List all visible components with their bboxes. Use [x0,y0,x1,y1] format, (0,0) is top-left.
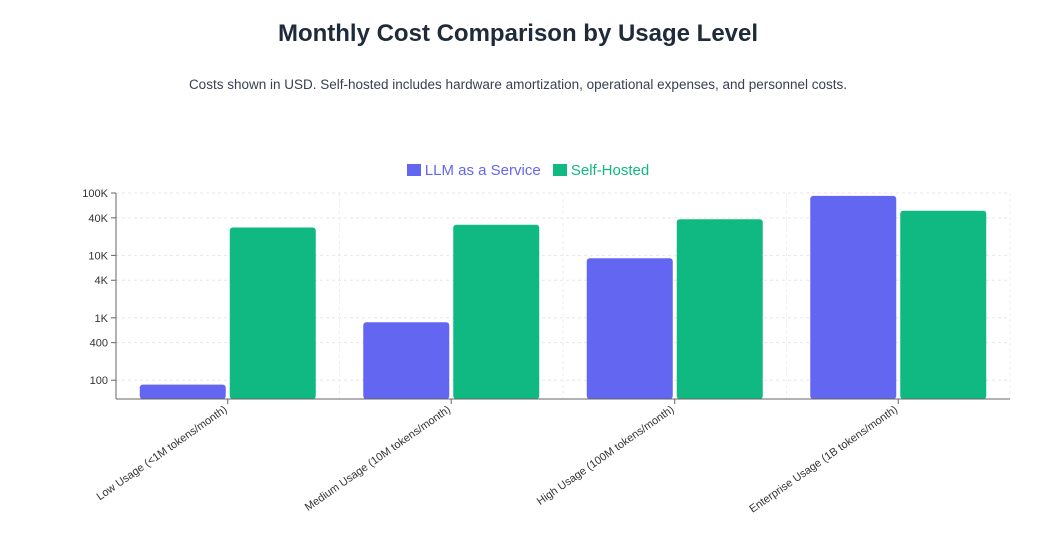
y-axis-tick-label: 4K [95,275,109,287]
legend-swatch-self-hosted [552,164,567,176]
y-axis-tick-label: 100 [90,375,108,387]
bar-self-hosted [900,210,987,399]
x-axis-tick-label: Low Usage (<1M tokens/month) [95,404,230,503]
bar-llm-service [810,195,897,399]
x-axis-tick-label: Enterprise Usage (1B tokens/month) [747,404,900,516]
legend-label-self-hosted: Self-Hosted [570,162,650,179]
bar-llm-service [586,258,673,399]
y-axis-tick-label: 400 [90,338,108,350]
x-axis-tick-label: High Usage (100M tokens/month) [535,404,677,508]
bar-llm-service [363,322,450,399]
chart-title: Monthly Cost Comparison by Usage Level [277,20,759,47]
chart-subtitle: Costs shown in USD. Self-hosted includes… [188,77,848,92]
x-axis-tick-label: Medium Usage (10M tokens/month) [303,404,453,514]
y-axis-tick-label: 1K [95,313,109,325]
bar-self-hosted [676,219,763,399]
legend-item-llm-service[interactable]: LLM as a Service [406,162,541,179]
legend-item-self-hosted[interactable]: Self-Hosted [552,162,650,179]
y-axis-tick-label: 100K [82,188,108,200]
legend-label-llm-service: LLM as a Service [424,162,541,179]
bar-llm-service [139,384,226,399]
legend-swatch-llm-service [406,164,421,176]
y-axis-tick-label: 40K [88,213,108,225]
y-axis-tick-label: 10K [88,250,108,262]
chart-legend: LLM as a Service Self-Hosted [0,162,1050,179]
bar-self-hosted [453,224,540,399]
bar-self-hosted [229,227,316,399]
